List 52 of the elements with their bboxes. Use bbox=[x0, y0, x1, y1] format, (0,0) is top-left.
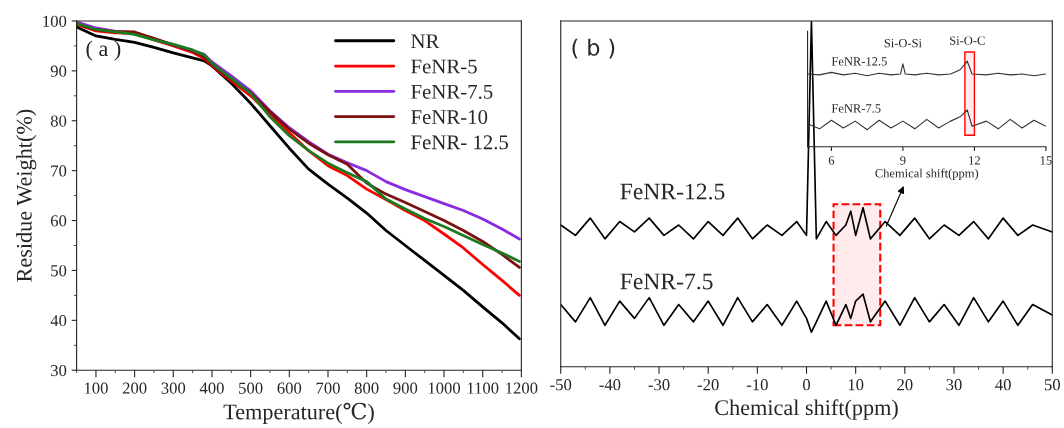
y-tick-label: 70 bbox=[51, 165, 67, 177]
x-axis-title: Temperature(℃) bbox=[223, 402, 374, 424]
y-tick-label: 80 bbox=[50, 115, 67, 127]
y-tick-label: 30 bbox=[51, 364, 67, 377]
legend-label: FeNR-7.5 bbox=[411, 84, 493, 99]
x-tick-label: 1200 bbox=[506, 382, 538, 394]
x-axis-title: Chemical shift(ppm) bbox=[715, 399, 898, 420]
x-tick-label: -20 bbox=[697, 379, 719, 391]
x-tick-label: 1100 bbox=[467, 382, 499, 394]
x-tick-label: 0 bbox=[802, 379, 811, 391]
series-label: FeNR-12.5 bbox=[620, 183, 725, 200]
x-tick-label: -50 bbox=[550, 379, 572, 391]
x-tick-label: 50 bbox=[1044, 379, 1060, 391]
annotation: Si-O-C bbox=[950, 36, 985, 45]
x-tick-label: -10 bbox=[746, 379, 768, 391]
x-tick-label: 400 bbox=[199, 382, 224, 394]
legend-label: FeNR-10 bbox=[411, 110, 488, 125]
legend-label: FeNR-5 bbox=[411, 59, 477, 74]
x-tick-label: 15 bbox=[1040, 156, 1052, 165]
x-tick-label: 10 bbox=[848, 379, 864, 391]
series-label: FeNR-7.5 bbox=[831, 104, 881, 113]
x-tick-label: 100 bbox=[84, 382, 108, 394]
y-axis-title: Residue Weight(%) bbox=[16, 109, 37, 282]
x-tick-label: 500 bbox=[239, 382, 263, 394]
legend-label: FeNR- 12.5 bbox=[411, 135, 509, 150]
y-tick-label: 100 bbox=[43, 15, 67, 27]
x-tick-label: 300 bbox=[161, 382, 186, 394]
annotation: Si-O-Si bbox=[884, 38, 922, 48]
x-tick-label: 30 bbox=[946, 379, 962, 391]
x-tick-label: 20 bbox=[897, 379, 913, 391]
series-label: FeNR-7.5 bbox=[620, 273, 713, 290]
annotation: ( a ) bbox=[86, 40, 121, 61]
x-tick-label: 1000 bbox=[428, 382, 461, 394]
y-tick-label: 60 bbox=[50, 215, 67, 227]
annotation: ( b ) bbox=[572, 38, 615, 59]
y-tick-label: 90 bbox=[50, 65, 67, 77]
x-tick-label: 12 bbox=[969, 156, 980, 165]
x-tick-label: -40 bbox=[599, 379, 621, 391]
x-tick-label: 600 bbox=[277, 382, 302, 394]
x-tick-label: 9 bbox=[900, 156, 906, 165]
x-tick-label: 800 bbox=[354, 382, 379, 394]
series-label: FeNR-12.5 bbox=[831, 57, 887, 66]
x-axis-title: Chemical shift(ppm) bbox=[875, 168, 979, 181]
x-tick-label: 700 bbox=[316, 382, 340, 394]
x-tick-label: -30 bbox=[648, 379, 670, 391]
y-tick-label: 40 bbox=[50, 315, 67, 327]
x-tick-label: 40 bbox=[995, 379, 1011, 391]
x-tick-label: 900 bbox=[393, 382, 418, 394]
legend-label: NR bbox=[411, 34, 440, 49]
x-tick-label: 200 bbox=[122, 382, 147, 394]
y-tick-label: 50 bbox=[51, 265, 67, 277]
x-tick-label: 6 bbox=[828, 156, 835, 165]
